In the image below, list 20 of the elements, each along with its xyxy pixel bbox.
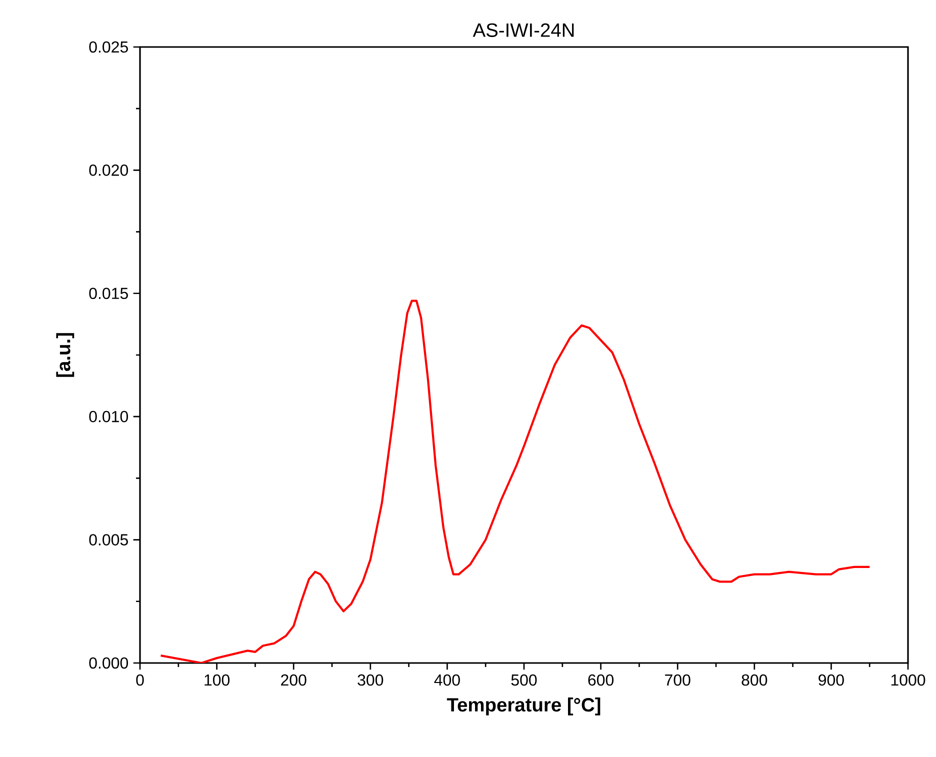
y-axis-title: [a.u.] [56, 333, 74, 377]
chart-title: AS-IWI-24N [472, 23, 574, 37]
x-tick-label: 800 [742, 674, 768, 686]
y-tick-label: 0.010 [89, 410, 128, 422]
x-axis-title: Temperature [°C] [446, 698, 600, 716]
y-tick-label: 0.000 [89, 657, 128, 669]
y-tick-label: 0.025 [89, 41, 128, 53]
y-tick-label: 0.005 [89, 534, 128, 546]
x-tick-label: 900 [818, 674, 844, 686]
x-tick-label: 300 [358, 674, 384, 686]
x-tick-label: 0 [136, 674, 144, 686]
x-tick-label: 400 [434, 674, 460, 686]
y-tick-label: 0.020 [89, 164, 128, 176]
y-tick-label: 0.015 [89, 288, 128, 300]
x-tick-label: 600 [588, 674, 614, 686]
x-tick-label: 1000 [891, 674, 926, 686]
x-tick-label: 100 [204, 674, 230, 686]
x-tick-label: 200 [281, 674, 306, 686]
x-tick-label: 700 [665, 674, 690, 686]
x-tick-label: 500 [511, 674, 537, 686]
